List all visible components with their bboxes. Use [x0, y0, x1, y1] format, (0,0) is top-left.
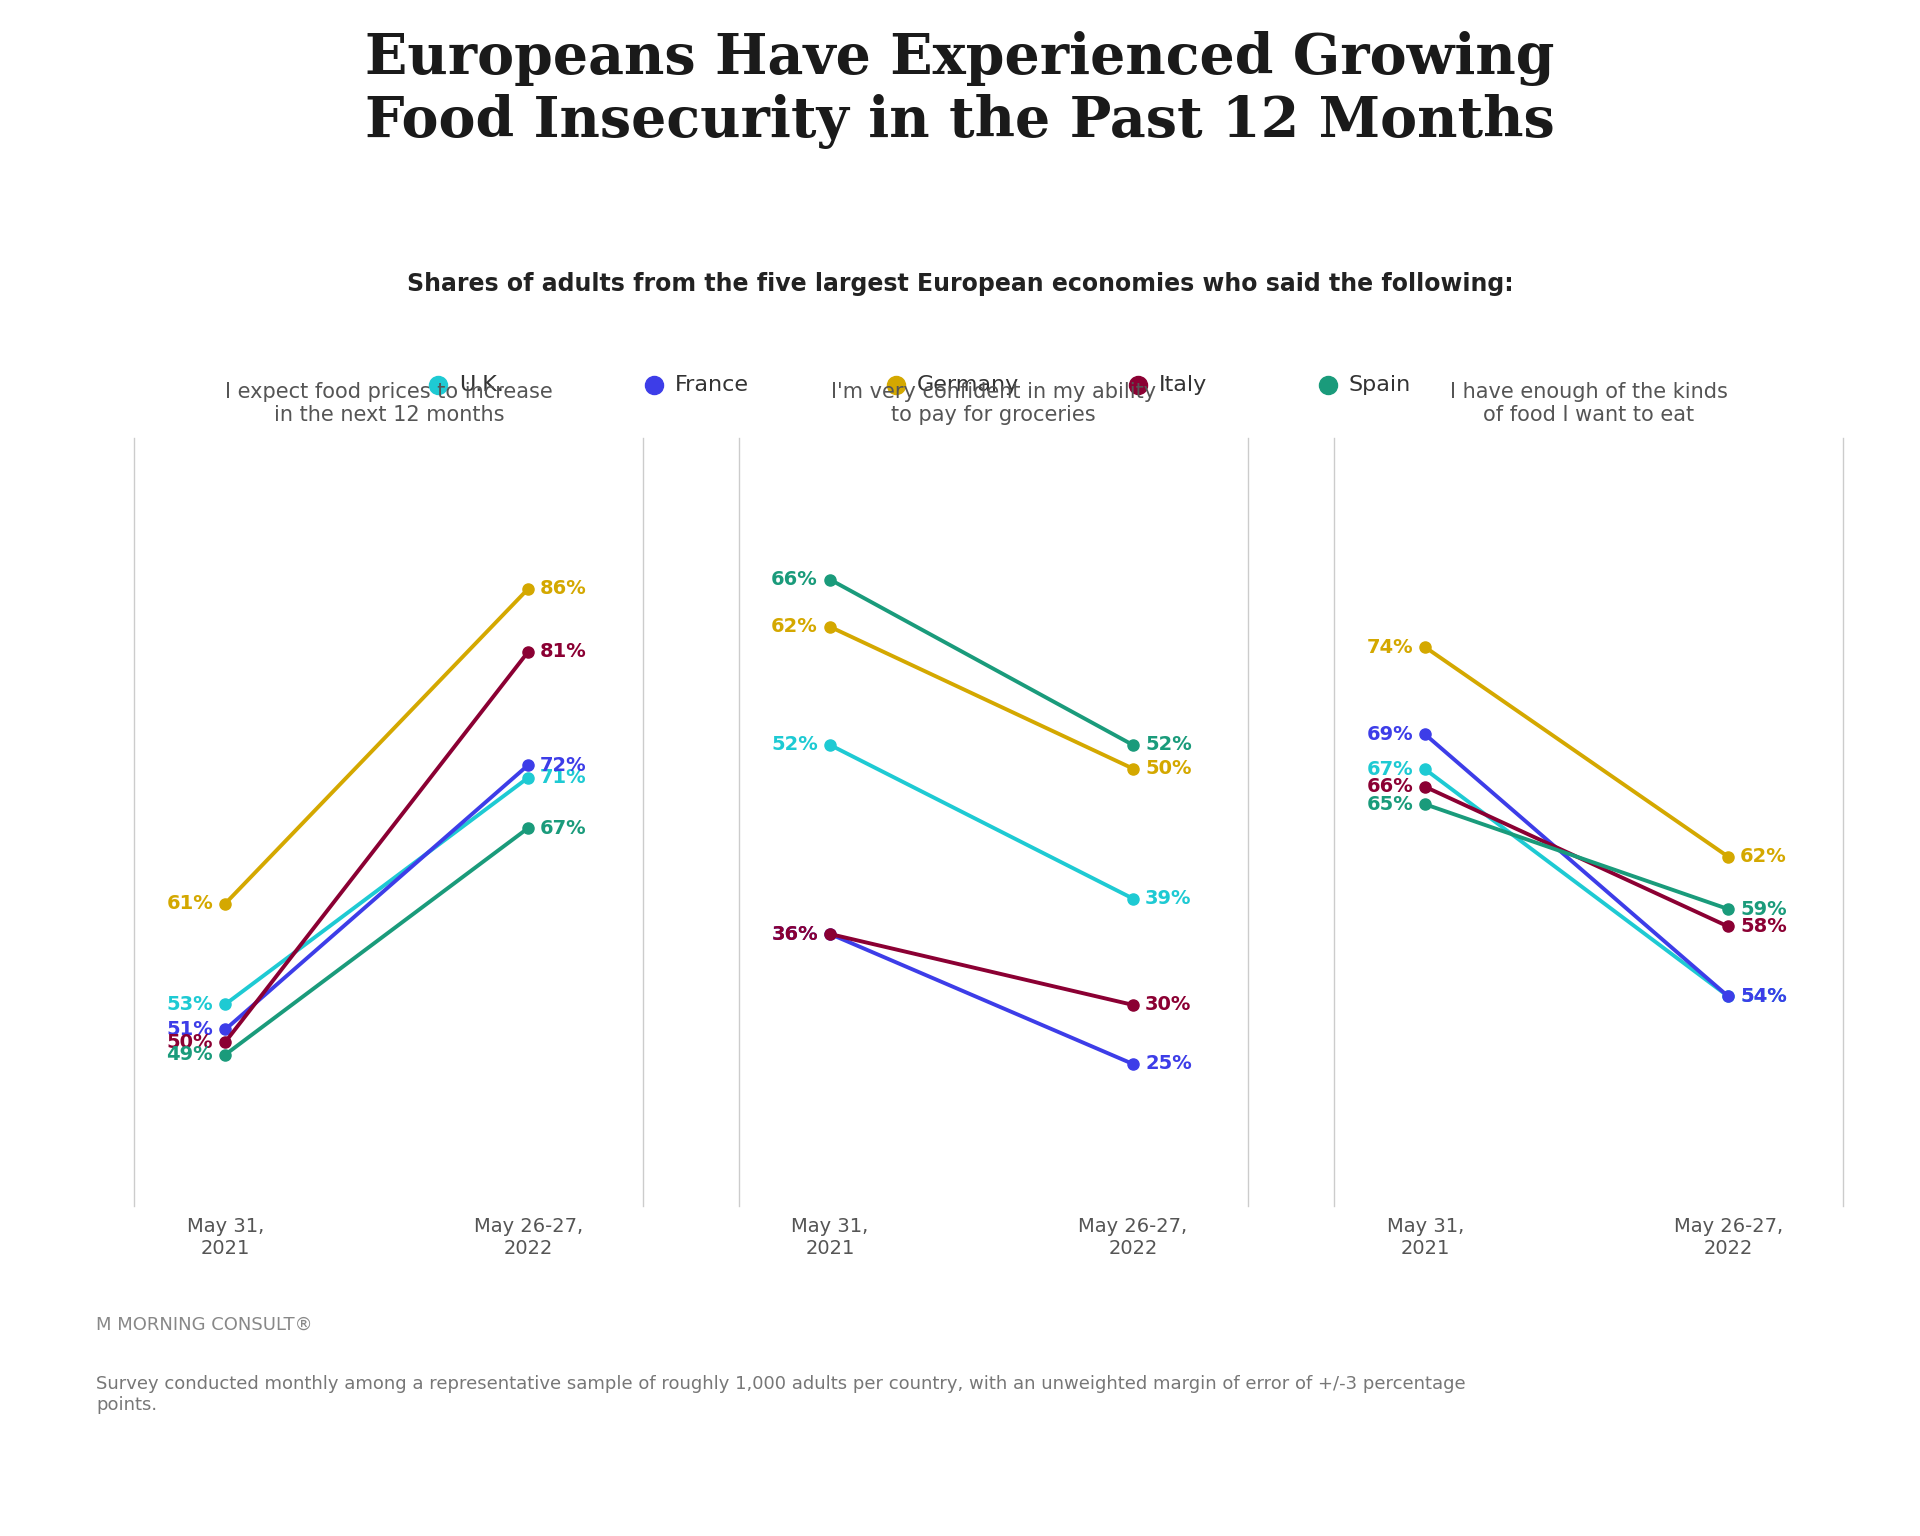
Text: 25%: 25%	[1144, 1055, 1192, 1074]
Text: 81%: 81%	[540, 642, 588, 662]
Text: 51%: 51%	[167, 1020, 213, 1038]
Text: 62%: 62%	[772, 617, 818, 636]
Text: Spain: Spain	[1350, 375, 1411, 395]
Text: 71%: 71%	[540, 768, 588, 786]
Text: 65%: 65%	[1367, 794, 1413, 814]
Text: Shares of adults from the five largest European economies who said the following: Shares of adults from the five largest E…	[407, 272, 1513, 296]
Text: 54%: 54%	[1740, 986, 1788, 1006]
Text: 49%: 49%	[167, 1044, 213, 1064]
Text: U.K.: U.K.	[459, 375, 503, 395]
Text: Survey conducted monthly among a representative sample of roughly 1,000 adults p: Survey conducted monthly among a represe…	[96, 1375, 1465, 1413]
Text: 30%: 30%	[1144, 995, 1192, 1014]
Text: 39%: 39%	[1144, 889, 1192, 908]
Text: 50%: 50%	[167, 1032, 213, 1052]
Text: 61%: 61%	[167, 894, 213, 912]
Text: 67%: 67%	[540, 819, 588, 837]
Text: 58%: 58%	[1740, 917, 1788, 935]
Text: 66%: 66%	[772, 570, 818, 588]
Text: Germany: Germany	[918, 375, 1020, 395]
Text: 50%: 50%	[1144, 759, 1192, 779]
Title: I'm very confident in my ability
to pay for groceries: I'm very confident in my ability to pay …	[831, 382, 1156, 425]
Title: I have enough of the kinds
of food I want to eat: I have enough of the kinds of food I wan…	[1450, 382, 1728, 425]
Text: 62%: 62%	[1740, 848, 1788, 866]
Text: 52%: 52%	[772, 736, 818, 754]
Text: 54%: 54%	[1740, 986, 1788, 1006]
Text: 72%: 72%	[540, 756, 588, 774]
Text: 59%: 59%	[1740, 900, 1788, 919]
Text: 36%: 36%	[772, 925, 818, 943]
Text: Μ MORNING CONSULT®: Μ MORNING CONSULT®	[96, 1316, 313, 1333]
Text: 53%: 53%	[167, 995, 213, 1014]
Text: Italy: Italy	[1160, 375, 1208, 395]
Text: 66%: 66%	[1367, 777, 1413, 796]
Title: I expect food prices to increase
in the next 12 months: I expect food prices to increase in the …	[225, 382, 553, 425]
Text: 69%: 69%	[1367, 725, 1413, 743]
Text: France: France	[676, 375, 749, 395]
Text: Europeans Have Experienced Growing
Food Insecurity in the Past 12 Months: Europeans Have Experienced Growing Food …	[365, 31, 1555, 149]
Text: 67%: 67%	[1367, 760, 1413, 779]
Text: 74%: 74%	[1367, 637, 1413, 657]
Text: 86%: 86%	[540, 579, 588, 599]
Text: 52%: 52%	[1144, 736, 1192, 754]
Text: 36%: 36%	[772, 925, 818, 943]
